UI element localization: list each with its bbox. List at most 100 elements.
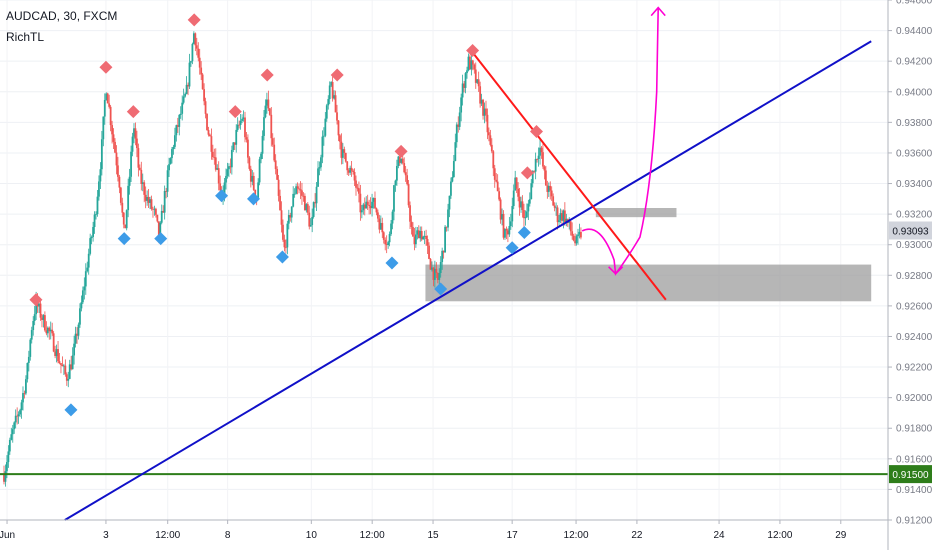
candle-body [80, 302, 83, 309]
candle-body [320, 157, 322, 168]
time-tick-label: 22 [631, 530, 643, 541]
candle-body [409, 205, 411, 222]
candle-body [404, 172, 407, 176]
candle-body [245, 137, 248, 140]
candle-body [416, 230, 419, 235]
candle-body [140, 169, 143, 184]
candle-body [290, 206, 293, 218]
candle-body [426, 239, 429, 246]
candle-body [580, 231, 582, 238]
legend: AUDCAD, 30, FXCM RichTL [6, 6, 117, 48]
candle-body [502, 213, 505, 238]
candle-body [296, 186, 299, 189]
indicator-name[interactable]: RichTL [6, 30, 45, 44]
symbol-title[interactable]: AUDCAD, 30, FXCM [6, 9, 118, 23]
candle-body [553, 205, 556, 208]
projection-arrowhead-down [608, 266, 624, 275]
candle-body [169, 158, 172, 165]
candle-body [152, 208, 154, 210]
candle-body [103, 100, 106, 117]
candle-body [578, 231, 581, 235]
candle-body [309, 225, 312, 227]
candle-body [137, 148, 140, 168]
candle-body [238, 124, 241, 126]
candle-body [512, 190, 515, 207]
candle-body [458, 112, 461, 127]
candle-body [489, 135, 492, 145]
time-axis[interactable]: Jun 3 12:00 8 10 12:00 15 17 12:00 22 24 12:00 29 [0, 519, 888, 541]
candle-body [195, 45, 198, 49]
candle-body [393, 185, 395, 212]
candle-body [266, 99, 268, 106]
candle-body [241, 118, 243, 121]
candle-body [11, 429, 14, 435]
candle-body [190, 61, 192, 63]
downtrend-line[interactable] [470, 49, 667, 301]
candle-body [561, 213, 563, 221]
candle-body [306, 204, 309, 213]
candle-body [400, 158, 403, 163]
candle-body [99, 169, 102, 182]
time-tick-label: 10 [306, 530, 318, 541]
candle-body [460, 97, 463, 113]
candle-body [534, 158, 537, 172]
candle-body [102, 116, 105, 140]
candle-body [485, 108, 487, 115]
candle-body [412, 227, 414, 237]
candle-body [276, 169, 279, 180]
candle-body [358, 188, 360, 194]
price-tick-label: 0.92200 [896, 363, 932, 374]
candle-body [470, 60, 473, 70]
candle-body [22, 393, 24, 403]
swing-high-marker [126, 105, 140, 119]
zone-rect [425, 264, 872, 302]
candle-body [469, 56, 471, 70]
candle-body [423, 235, 426, 237]
candle-body [328, 85, 331, 100]
candle-body [54, 351, 57, 357]
candle-body [375, 208, 378, 213]
candle-body [150, 199, 153, 209]
price-tick-label: 0.94200 [896, 57, 932, 68]
candle-body [171, 149, 173, 159]
candle-body [547, 185, 550, 192]
candle-body [87, 253, 90, 268]
candle-body [184, 93, 187, 97]
candle-body [549, 185, 552, 191]
candle-body [337, 120, 340, 136]
candle-body [518, 196, 521, 208]
candle-body [359, 193, 362, 213]
time-tick-label: 17 [507, 530, 519, 541]
projection-curve[interactable] [581, 7, 660, 276]
candle-body [283, 239, 286, 248]
candle-body [114, 141, 116, 153]
candle-body [136, 138, 138, 149]
candle-body [298, 188, 300, 190]
candle-body [356, 187, 359, 189]
candle-body [476, 79, 479, 83]
candle-body [185, 84, 188, 94]
candle-body [115, 152, 118, 166]
candle-body [181, 102, 184, 114]
price-axis[interactable]: 0.91200 0.91400 0.91600 0.91800 0.92000 0.922… [887, 0, 932, 550]
candle-body [480, 99, 483, 104]
uptrend-line[interactable] [64, 40, 872, 521]
candle-body [542, 152, 544, 167]
price-tick-label: 0.91400 [896, 485, 932, 496]
candle-body [388, 234, 391, 243]
candle-body [112, 134, 115, 142]
price-tick-label: 0.92000 [896, 393, 932, 404]
candle-body [299, 189, 302, 191]
candle-body [267, 99, 270, 109]
candle-body [331, 82, 334, 99]
projected-path [581, 6, 666, 276]
candle-body [191, 43, 194, 62]
candle-body [232, 142, 235, 150]
candle-body [352, 170, 354, 173]
candle-body [575, 236, 578, 244]
candle-body [124, 224, 127, 229]
candle-body [417, 230, 420, 239]
candle-body [401, 158, 404, 164]
